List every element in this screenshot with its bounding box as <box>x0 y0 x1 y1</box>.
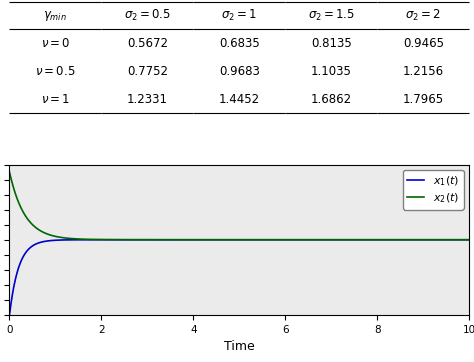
$x_2(t)$ <box>183 237 189 242</box>
$x_2(t)$ <box>7 170 12 174</box>
$x_1(t)$ <box>7 313 12 317</box>
Line: $x_1(t)$: $x_1(t)$ <box>9 240 469 315</box>
$x_1(t)$ <box>408 237 413 242</box>
Legend: $x_1(t)$, $x_2(t)$: $x_1(t)$, $x_2(t)$ <box>403 170 464 210</box>
$x_1(t)$ <box>59 238 65 242</box>
$x_1(t)$ <box>457 237 463 242</box>
X-axis label: Time: Time <box>224 340 255 353</box>
$x_1(t)$ <box>466 237 472 242</box>
$x_1(t)$ <box>183 237 189 242</box>
$x_2(t)$ <box>466 237 472 242</box>
$x_1(t)$ <box>86 237 92 242</box>
$x_1(t)$ <box>203 237 209 242</box>
$x_2(t)$ <box>86 237 92 241</box>
$x_2(t)$ <box>203 237 209 242</box>
$x_2(t)$ <box>59 235 65 240</box>
$x_2(t)$ <box>457 237 463 242</box>
$x_2(t)$ <box>408 237 413 242</box>
Line: $x_2(t)$: $x_2(t)$ <box>9 172 469 240</box>
